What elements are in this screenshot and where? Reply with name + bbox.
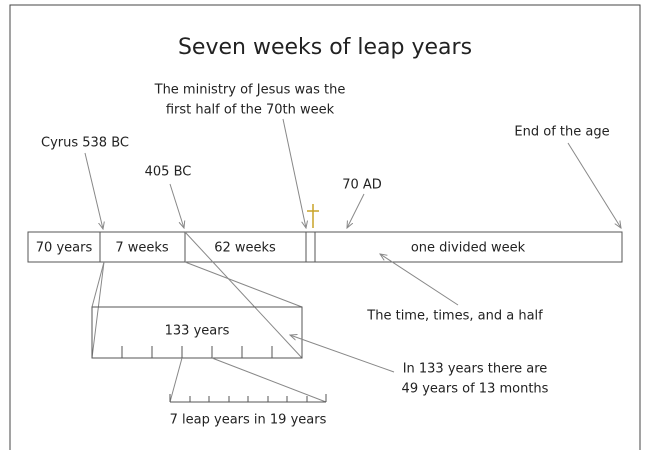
segment-label: 62 weeks (214, 241, 276, 256)
frame (9, 4, 641, 450)
years-box (91, 306, 303, 359)
title: Seven weeks of leap years (178, 35, 472, 60)
annotation: Cyrus 538 BC (41, 136, 129, 151)
box-label: 133 years (165, 324, 230, 339)
annotation: The time, times, and a half (366, 309, 543, 324)
annotation: 70 AD (342, 178, 382, 193)
annotation: first half of the 70th week (166, 103, 335, 118)
segment-label: 7 weeks (115, 241, 169, 256)
arrow (169, 183, 184, 228)
dividers (99, 232, 316, 262)
cross (307, 204, 319, 228)
box-ticks (121, 346, 273, 358)
scale-projection (169, 357, 327, 403)
annotation: 7 leap years in 19 years (170, 413, 327, 428)
annotation: End of the age (514, 125, 609, 140)
arrow (282, 118, 306, 228)
arrow (84, 152, 103, 229)
annotation: 405 BC (145, 165, 192, 180)
segment-label: 70 years (36, 241, 93, 256)
annotation: 49 years of 13 months (402, 382, 549, 397)
segment-label: one divided week (411, 241, 526, 256)
timeline-bar (27, 231, 623, 263)
projection-lines (91, 231, 303, 359)
arrow (347, 193, 365, 228)
annotation: In 133 years there are (403, 362, 548, 377)
annotation: The ministry of Jesus was the (154, 83, 346, 98)
arrow (567, 142, 621, 228)
leap-scale (169, 394, 327, 403)
arrow (290, 335, 395, 373)
arrow (380, 254, 459, 306)
